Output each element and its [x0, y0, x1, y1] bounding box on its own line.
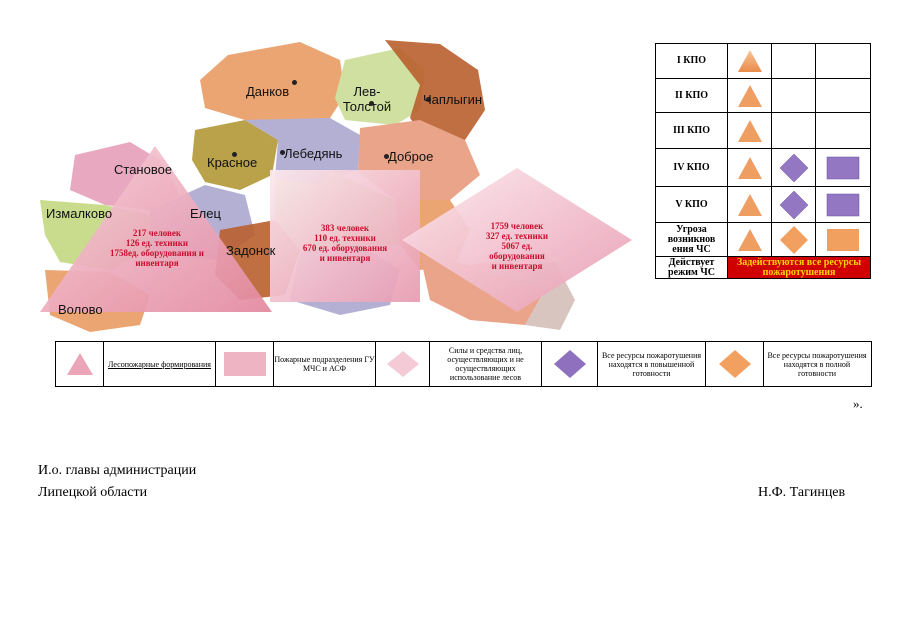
- kpo-label: Угроза возникнов ения ЧС: [656, 223, 728, 256]
- orange-triangle-icon: [737, 228, 762, 251]
- signature-region: Липецкой области: [38, 485, 148, 500]
- region-map-shapes: [40, 40, 632, 332]
- fire-units-vehicles: 110 ед. техники: [314, 233, 376, 243]
- region-label-krasnoe: Красное: [207, 155, 258, 170]
- region-label-dankov: Данков: [246, 84, 290, 99]
- purple-diamond-icon: [553, 350, 586, 378]
- pink-triangle-icon: [66, 353, 93, 375]
- kpo-label: I КПО: [656, 44, 728, 78]
- forces-stats: 1759 человек 327 ед. техники 5067 ед. об…: [470, 221, 564, 271]
- region-label-lebedyan: Лебедянь: [284, 146, 343, 161]
- kpo-row-5: V КПО: [656, 187, 870, 223]
- orange-triangle-icon: [737, 156, 762, 179]
- region-label-izmalkovo: Измалково: [46, 206, 113, 221]
- forest-units-people: 217 человек: [132, 228, 182, 238]
- region-label-lev-tolstoy: Лев- Толстой: [342, 84, 392, 114]
- kpo-label: V КПО: [656, 187, 728, 222]
- region-label-volovo: Волово: [58, 302, 103, 317]
- orange-diamond-icon: [718, 350, 751, 378]
- legend-forces: Силы и средства лиц, осуществляющих и не…: [430, 342, 542, 386]
- forces-people: 1759 человек: [490, 221, 544, 231]
- purple-diamond-icon: [779, 153, 808, 182]
- orange-diamond-icon: [779, 225, 808, 254]
- pink-diamond-icon: [386, 351, 419, 377]
- forces-equipment: 5067 ед.: [501, 241, 533, 251]
- kpo-label: III КПО: [656, 113, 728, 148]
- kpo-label: IV КПО: [656, 149, 728, 186]
- orange-triangle-icon: [737, 50, 762, 72]
- forces-inventory: и инвентаря: [491, 261, 543, 271]
- forest-units-inventory: инвентаря: [135, 258, 179, 268]
- kpo-table: I КПО II КПО III КПО IV КПО: [655, 43, 871, 279]
- fire-units-inventory: и инвентаря: [319, 253, 371, 263]
- purple-diamond-icon: [779, 190, 808, 219]
- region-label-dobroe: Доброе: [388, 149, 434, 164]
- kpo-label: II КПО: [656, 79, 728, 112]
- forces-equipment-label: оборудования: [489, 251, 545, 261]
- region-label-stanovoe: Становое: [114, 162, 173, 177]
- quote-end: ».: [853, 396, 863, 411]
- kpo-row-1: I КПО: [656, 44, 870, 79]
- kpo-row-4: IV КПО: [656, 149, 870, 187]
- kpo-label: Действует режим ЧС: [656, 257, 728, 278]
- region-label-chaplygin: Чаплыгин: [423, 92, 483, 107]
- forest-units-stats: 217 человек 126 ед. техники 1758ед. обор…: [82, 228, 232, 268]
- legend-fire-units: Пожарные подразделения ГУ МЧС и АСФ: [274, 342, 376, 386]
- region-label-elets: Елец: [190, 206, 221, 221]
- kpo-row-threat: Угроза возникнов ения ЧС: [656, 223, 870, 257]
- forces-vehicles: 327 ед. техники: [485, 231, 549, 241]
- legend: Лесопожарные формирования Пожарные подра…: [55, 341, 872, 387]
- fire-units-equipment: 670 ед. оборудования: [302, 243, 388, 253]
- orange-square-icon: [827, 228, 859, 251]
- emergency-note: Задействуются все ресурсы пожаротушения: [728, 257, 870, 278]
- orange-triangle-icon: [737, 84, 762, 107]
- fire-units-people: 383 человек: [320, 223, 370, 233]
- legend-full-readiness: Все ресурсы пожаротушения находятся в по…: [767, 350, 867, 378]
- pink-square-icon: [223, 352, 266, 376]
- forest-units-vehicles: 126 ед. техники: [125, 238, 189, 248]
- legend-increased-readiness: Все ресурсы пожаротушения находятся в по…: [598, 342, 706, 386]
- fire-units-stats: 383 человек 110 ед. техники 670 ед. обор…: [278, 223, 412, 263]
- signature-name: Н.Ф. Тагинцев: [758, 485, 846, 500]
- kpo-row-2: II КПО: [656, 79, 870, 113]
- forest-units-equipment: 1758ед. оборудования и: [110, 248, 204, 258]
- kpo-row-3: III КПО: [656, 113, 870, 149]
- region-label-zadonsk: Задонск: [226, 243, 276, 258]
- signature-position: И.о. главы администрации: [38, 463, 197, 478]
- legend-forest-units: Лесопожарные формирования: [104, 342, 216, 386]
- orange-triangle-icon: [737, 193, 762, 216]
- forest-units-triangle: [40, 146, 272, 312]
- purple-square-icon: [826, 193, 860, 216]
- region-map: Данков Лев- Толстой Чаплыгин Становое Кр…: [0, 0, 650, 340]
- purple-square-icon: [826, 156, 860, 179]
- forces-diamond: [402, 168, 632, 312]
- kpo-row-emergency: Действует режим ЧС Задействуются все рес…: [656, 257, 870, 278]
- fire-units-square: [270, 170, 420, 302]
- orange-triangle-icon: [737, 119, 762, 142]
